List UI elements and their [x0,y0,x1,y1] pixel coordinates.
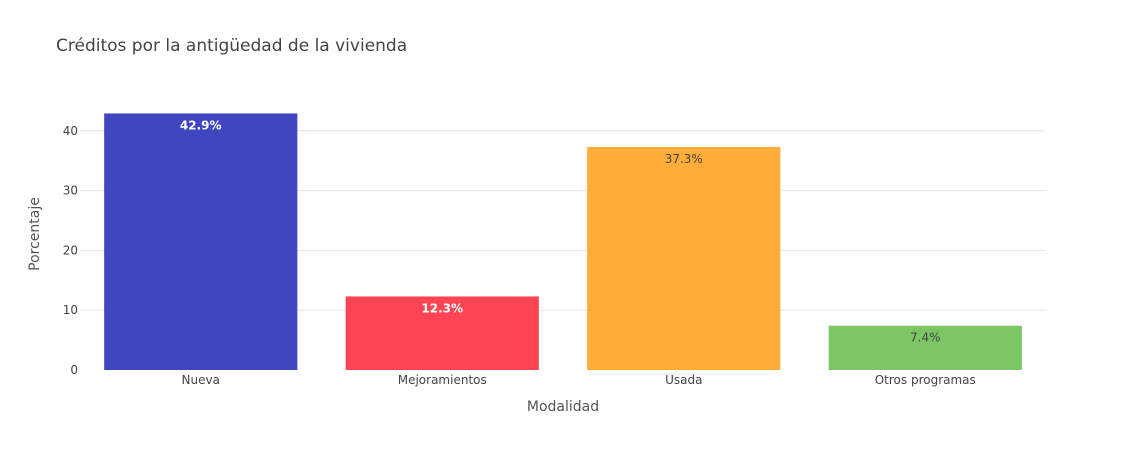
x-tick-label: Usada [665,373,702,387]
y-tick-label: 10 [63,303,78,317]
bar [345,296,539,370]
x-tick-label: Otros programas [875,373,976,387]
bar [104,113,298,370]
bar-data-label: 37.3% [665,152,703,166]
x-axis-ticks: Nueva Mejoramientos Usada Otros programas [182,373,976,387]
bar [587,146,781,370]
bar-data-label: 7.4% [910,331,941,345]
y-tick-label: 40 [63,124,78,138]
y-axis-title: Porcentaje [27,197,43,271]
bar-data-label: 12.3% [421,301,463,315]
bar-data-labels: 42.9% 12.3% 37.3% 7.4% [180,118,941,344]
y-axis-ticks: 0 10 20 30 40 [63,124,78,377]
y-tick-label: 20 [63,243,78,257]
y-tick-label: 30 [63,184,78,198]
bars [104,113,1022,370]
y-tick-label: 0 [70,363,78,377]
bar [828,325,1022,370]
bar-data-label: 42.9% [180,118,222,132]
x-tick-label: Mejoramientos [398,373,487,387]
x-axis-title: Modalidad [527,399,599,415]
x-tick-label: Nueva [182,373,220,387]
chart-title: Créditos por la antigüedad de la viviend… [56,36,407,56]
